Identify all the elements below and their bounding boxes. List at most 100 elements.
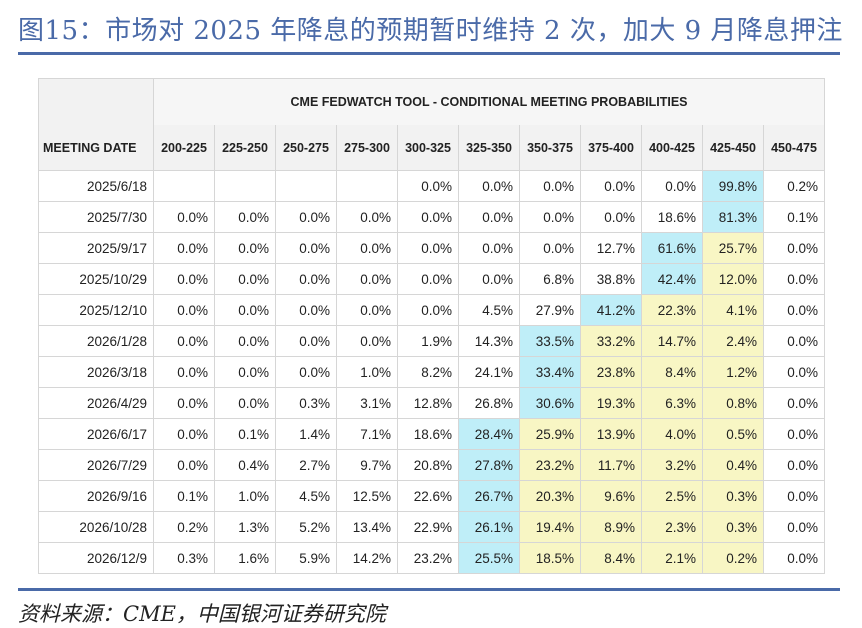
probability-cell: 0.0% — [153, 387, 215, 419]
probability-cell: 0.0% — [153, 325, 215, 357]
probability-cell: 4.5% — [458, 294, 520, 326]
probability-cell: 0.0% — [275, 201, 337, 233]
probability-cell: 18.6% — [397, 418, 459, 450]
source-note: 资料来源：CME，中国银河证券研究院 — [18, 602, 386, 626]
table-row: 2025/9/17 0.0% 0.0% 0.0% 0.0% 0.0% 0.0% 0.0% 12.… — [38, 232, 825, 264]
probability-cell: 9.6% — [580, 480, 642, 512]
rate-column-header: 250-275 — [275, 125, 337, 171]
probability-cell: 0.1% — [763, 201, 825, 233]
probability-cell: 61.6% — [641, 232, 703, 264]
probability-cell: 20.3% — [519, 480, 581, 512]
table-row: 2026/9/16 0.1% 1.0% 4.5% 12.5% 22.6% 26.7% 20.3… — [38, 480, 825, 512]
probability-cell: 0.0% — [153, 418, 215, 450]
table-row: 2026/6/17 0.0% 0.1% 1.4% 7.1% 18.6% 28.4% 25.9%… — [38, 418, 825, 450]
probability-cell: 6.8% — [519, 263, 581, 295]
probability-cell: 24.1% — [458, 356, 520, 388]
meeting-date-cell: 2026/10/28 — [38, 511, 154, 543]
probability-cell: 0.1% — [214, 418, 276, 450]
rate-column-header: 200-225 — [153, 125, 215, 171]
probability-cell: 2.7% — [275, 449, 337, 481]
probability-cell: 7.1% — [336, 418, 398, 450]
probability-cell: 0.0% — [580, 170, 642, 202]
probability-cell: 0.0% — [214, 263, 276, 295]
probability-cell: 0.0% — [397, 232, 459, 264]
probability-cell: 0.0% — [275, 232, 337, 264]
probability-cell: 99.8% — [702, 170, 764, 202]
table-row: 2026/10/28 0.2% 1.3% 5.2% 13.4% 22.9% 26.1% 19.… — [38, 511, 825, 543]
probability-cell: 0.0% — [153, 449, 215, 481]
probability-table: CME FEDWATCH TOOL - CONDITIONAL MEETING … — [38, 78, 825, 574]
probability-cell: 27.8% — [458, 449, 520, 481]
probability-cell: 0.0% — [336, 232, 398, 264]
probability-cell: 5.9% — [275, 542, 337, 574]
rate-column-header: 450-475 — [763, 125, 825, 171]
probability-cell: 0.0% — [214, 325, 276, 357]
rate-column-header: 300-325 — [397, 125, 459, 171]
probability-cell: 42.4% — [641, 263, 703, 295]
probability-cell: 0.0% — [763, 263, 825, 295]
probability-cell: 0.0% — [214, 356, 276, 388]
probability-cell: 22.9% — [397, 511, 459, 543]
table-row: 2026/1/28 0.0% 0.0% 0.0% 0.0% 1.9% 14.3% 33.5% 3… — [38, 325, 825, 357]
rate-column-header: 400-425 — [641, 125, 703, 171]
probability-cell: 0.0% — [458, 263, 520, 295]
probability-cell: 18.6% — [641, 201, 703, 233]
probability-cell: 12.7% — [580, 232, 642, 264]
probability-cell: 22.6% — [397, 480, 459, 512]
probability-cell: 1.0% — [336, 356, 398, 388]
probability-cell: 14.2% — [336, 542, 398, 574]
probability-cell: 3.2% — [641, 449, 703, 481]
probability-cell — [153, 170, 215, 202]
probability-cell: 0.0% — [153, 294, 215, 326]
rate-column-header: 275-300 — [336, 125, 398, 171]
probability-cell: 23.2% — [519, 449, 581, 481]
probability-cell: 0.0% — [397, 201, 459, 233]
probability-cell: 18.5% — [519, 542, 581, 574]
probability-cell: 27.9% — [519, 294, 581, 326]
probability-cell: 0.8% — [702, 387, 764, 419]
probability-cell: 25.7% — [702, 232, 764, 264]
bottom-rule — [18, 588, 840, 591]
meeting-date-cell: 2025/10/29 — [38, 263, 154, 295]
probability-cell: 41.2% — [580, 294, 642, 326]
tool-title-row: CME FEDWATCH TOOL - CONDITIONAL MEETING … — [38, 78, 825, 125]
probability-cell: 1.9% — [397, 325, 459, 357]
probability-cell: 2.5% — [641, 480, 703, 512]
probability-cell: 0.0% — [763, 356, 825, 388]
probability-cell: 0.0% — [763, 232, 825, 264]
probability-cell: 0.0% — [763, 511, 825, 543]
probability-cell: 0.4% — [702, 449, 764, 481]
probability-cell: 0.0% — [397, 263, 459, 295]
probability-cell: 0.0% — [275, 294, 337, 326]
probability-cell: 0.0% — [763, 449, 825, 481]
probability-cell: 0.0% — [763, 542, 825, 574]
probability-cell: 0.0% — [214, 201, 276, 233]
meeting-date-cell: 2026/4/29 — [38, 387, 154, 419]
probability-cell: 1.4% — [275, 418, 337, 450]
table-row: 2025/12/10 0.0% 0.0% 0.0% 0.0% 0.0% 4.5% 27.9% 4… — [38, 294, 825, 326]
probability-cell: 0.0% — [214, 232, 276, 264]
probability-cell: 11.7% — [580, 449, 642, 481]
probability-cell: 2.3% — [641, 511, 703, 543]
figure-title: 图15：市场对 2025 年降息的预期暂时维持 2 次，加大 9 月降息押注 — [18, 16, 843, 46]
probability-cell: 0.0% — [458, 170, 520, 202]
probability-cell: 1.0% — [214, 480, 276, 512]
meeting-date-cell: 2025/9/17 — [38, 232, 154, 264]
probability-cell: 81.3% — [702, 201, 764, 233]
probability-cell: 26.7% — [458, 480, 520, 512]
probability-cell: 26.1% — [458, 511, 520, 543]
probability-cell: 26.8% — [458, 387, 520, 419]
probability-cell: 30.6% — [519, 387, 581, 419]
meeting-date-cell: 2026/1/28 — [38, 325, 154, 357]
probability-cell: 12.0% — [702, 263, 764, 295]
probability-cell: 0.0% — [214, 294, 276, 326]
probability-cell: 8.2% — [397, 356, 459, 388]
probability-cell: 0.4% — [214, 449, 276, 481]
probability-cell: 1.6% — [214, 542, 276, 574]
probability-cell: 0.0% — [519, 170, 581, 202]
probability-cell: 0.0% — [519, 201, 581, 233]
rate-column-header: 425-450 — [702, 125, 764, 171]
table-row: 2025/10/29 0.0% 0.0% 0.0% 0.0% 0.0% 0.0% 6.8% 38… — [38, 263, 825, 295]
tool-title: CME FEDWATCH TOOL - CONDITIONAL MEETING … — [153, 78, 825, 125]
probability-cell: 13.9% — [580, 418, 642, 450]
